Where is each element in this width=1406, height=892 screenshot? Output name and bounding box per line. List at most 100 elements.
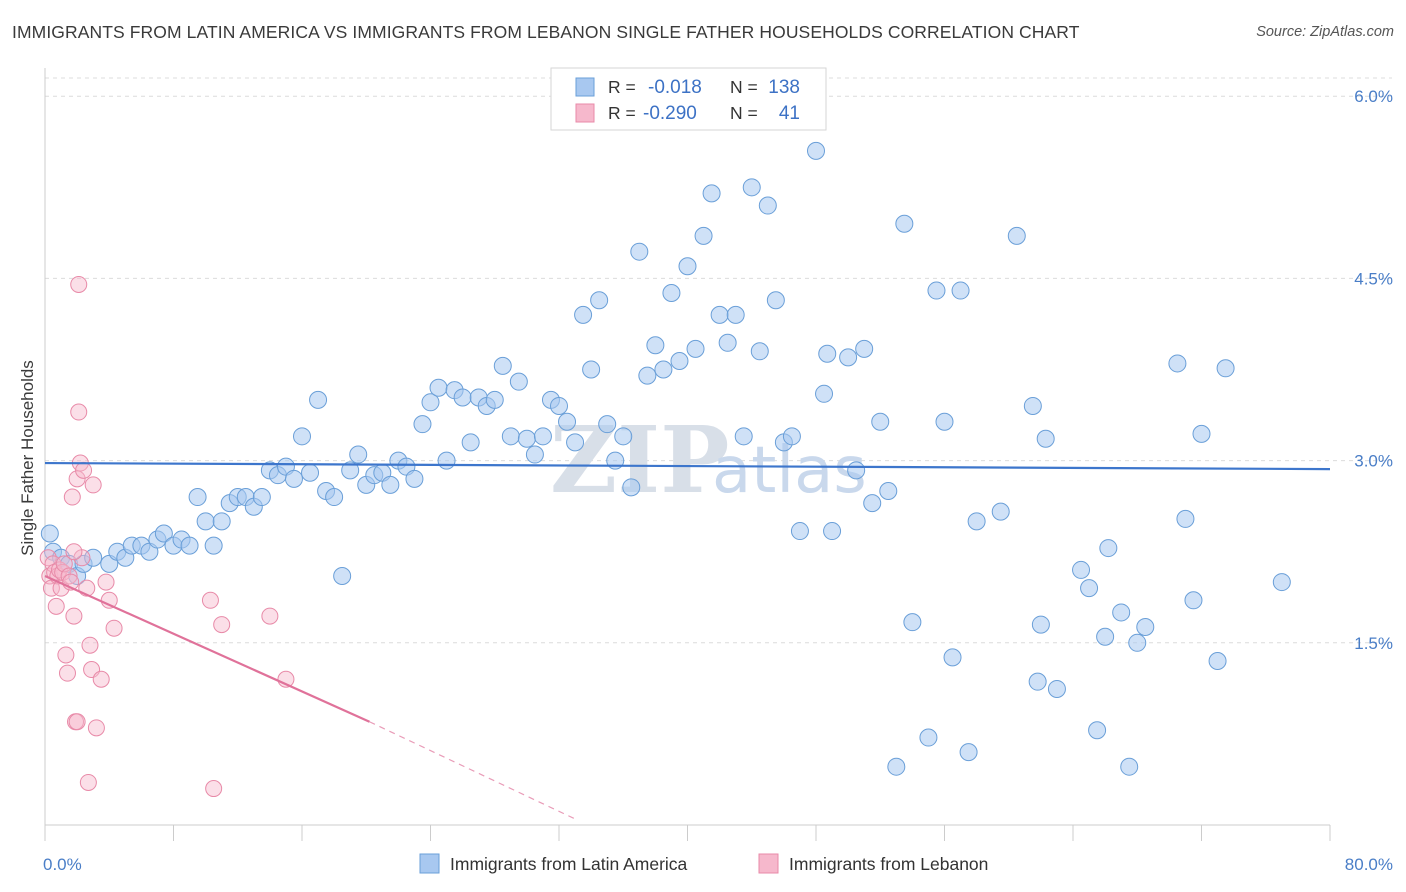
point-lebanon — [213, 616, 231, 634]
point-latin-america — [823, 522, 842, 541]
stats-r-label: R = — [608, 77, 636, 97]
point-lebanon — [105, 619, 123, 637]
point-latin-america — [1036, 429, 1055, 448]
point-latin-america — [421, 393, 440, 412]
point-lebanon — [70, 275, 88, 293]
point-latin-america — [927, 281, 946, 300]
trend-lines — [44, 461, 1331, 820]
trend-line-lebanon — [44, 574, 370, 723]
point-latin-america — [903, 613, 922, 632]
point-latin-america — [702, 184, 721, 203]
point-latin-america — [413, 415, 432, 434]
point-latin-america — [309, 390, 328, 409]
stats-legend: R = -0.018 N = 138 R = -0.290 N = 41 — [550, 67, 827, 131]
trend-line-latin-america — [44, 461, 1331, 471]
point-latin-america — [574, 305, 593, 324]
chart-title: IMMIGRANTS FROM LATIN AMERICA VS IMMIGRA… — [12, 22, 1080, 42]
watermark: ZIP atlas — [550, 406, 867, 514]
point-latin-america — [935, 412, 954, 431]
point-lebanon — [57, 646, 75, 664]
point-latin-america — [726, 305, 745, 324]
point-latin-america — [453, 388, 472, 407]
point-latin-america — [325, 488, 344, 507]
point-latin-america — [284, 469, 303, 488]
point-latin-america — [598, 415, 617, 434]
watermark-zip: ZIP — [550, 406, 729, 514]
point-latin-america — [943, 648, 962, 667]
y-tick-labels: 1.5% 3.0% 4.5% 6.0% — [1354, 87, 1393, 653]
y-axis-label: Single Father Households — [18, 360, 37, 556]
point-latin-america — [1088, 721, 1107, 740]
point-latin-america — [333, 567, 352, 585]
point-lebanon — [97, 573, 115, 591]
source-credit: Source: ZipAtlas.com — [1256, 24, 1394, 40]
point-latin-america — [1031, 615, 1050, 634]
point-latin-america — [959, 743, 978, 762]
stats-r-value: -0.290 — [643, 103, 697, 124]
point-latin-america — [839, 348, 858, 367]
point-lebanon — [65, 607, 83, 625]
grid-lines — [45, 77, 1392, 644]
stats-n-label: N = — [730, 77, 758, 97]
point-latin-america — [790, 522, 809, 541]
point-lebanon — [60, 567, 78, 585]
point-latin-america — [847, 461, 866, 480]
point-latin-america — [750, 342, 769, 361]
series-latin-america-points — [40, 141, 1291, 776]
point-latin-america — [180, 536, 199, 555]
point-latin-america — [766, 291, 785, 310]
point-latin-america — [501, 427, 520, 446]
series-legend: Immigrants from Latin America Immigrants… — [419, 853, 988, 874]
point-latin-america — [782, 427, 801, 446]
point-latin-america — [1047, 679, 1066, 698]
point-latin-america — [204, 536, 223, 555]
y-tick-label: 4.5% — [1354, 269, 1393, 288]
point-latin-america — [1176, 509, 1195, 528]
series-lebanon-points — [39, 275, 295, 798]
point-latin-america — [1184, 591, 1203, 610]
point-lebanon — [205, 780, 223, 798]
point-latin-america — [525, 445, 544, 464]
y-tick-label: 3.0% — [1354, 452, 1393, 471]
point-latin-america — [919, 728, 938, 747]
point-latin-america — [550, 396, 568, 415]
point-latin-america — [879, 481, 898, 500]
point-latin-america — [1072, 560, 1091, 579]
point-latin-america — [517, 429, 536, 448]
point-latin-america — [154, 524, 173, 543]
legend-swatch-pink — [758, 853, 779, 874]
y-tick-label: 1.5% — [1354, 634, 1393, 653]
point-latin-america — [863, 494, 882, 513]
point-latin-america — [40, 524, 59, 543]
axes — [44, 68, 1331, 841]
x-tick-label: 80.0% — [1345, 855, 1393, 874]
point-latin-america — [212, 512, 231, 531]
point-lebanon — [261, 607, 279, 625]
point-lebanon — [63, 488, 81, 506]
point-latin-america — [188, 488, 207, 507]
point-latin-america — [1080, 579, 1099, 598]
point-latin-america — [622, 478, 641, 497]
point-latin-america — [558, 412, 577, 431]
legend-swatch-blue — [419, 853, 440, 874]
point-latin-america — [815, 384, 834, 403]
point-latin-america — [1023, 396, 1042, 415]
point-latin-america — [590, 291, 609, 310]
point-latin-america — [1216, 359, 1235, 378]
point-latin-america — [871, 412, 890, 431]
point-latin-america — [437, 451, 456, 470]
point-latin-america — [1099, 539, 1118, 558]
point-latin-america — [582, 360, 601, 379]
point-latin-america — [951, 281, 970, 300]
point-lebanon — [58, 664, 76, 682]
point-latin-america — [461, 433, 480, 452]
point-latin-america — [252, 488, 271, 507]
point-latin-america — [493, 356, 512, 375]
legend-label-lebanon: Immigrants from Lebanon — [789, 854, 988, 874]
point-lebanon — [75, 461, 93, 479]
point-latin-america — [1120, 757, 1139, 776]
point-latin-america — [1272, 573, 1291, 592]
point-latin-america — [1112, 603, 1131, 622]
point-lebanon — [70, 403, 88, 421]
point-latin-america — [533, 427, 552, 446]
